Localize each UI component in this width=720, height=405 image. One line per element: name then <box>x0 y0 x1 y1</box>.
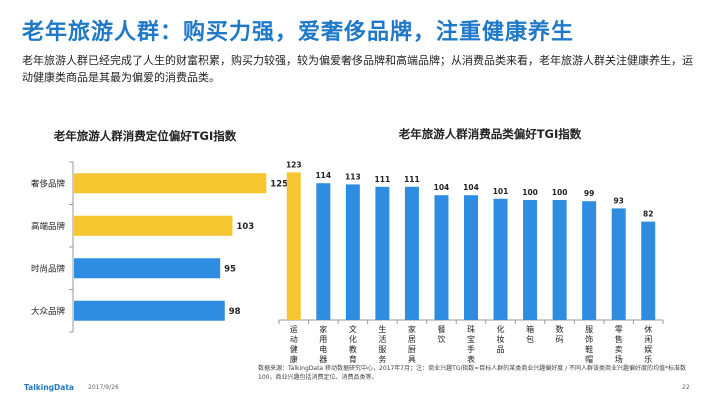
right-chart-category-label: 家用电器 <box>319 324 327 364</box>
right-chart-category-label: 休闲娱乐 <box>644 324 652 364</box>
right-chart-value-label: 100 <box>552 188 568 197</box>
right-chart-bar <box>434 195 449 320</box>
right-chart-category-label: 化妆品 <box>497 324 505 354</box>
right-chart-category-label: 零售卖场 <box>615 325 623 364</box>
right-chart-category-label: 箱包 <box>526 324 534 344</box>
footer-date: 2017/9/26 <box>88 384 119 391</box>
page-number: 22 <box>682 384 690 391</box>
right-chart-category-label: 运动健康 <box>290 325 298 364</box>
left-chart-bar <box>74 215 233 236</box>
left-chart-category-label: 时尚品牌 <box>31 263 66 274</box>
left-chart-category-label: 奢侈品牌 <box>31 178 66 189</box>
left-chart-bar <box>74 300 225 321</box>
right-chart-value-label: 99 <box>584 189 594 198</box>
right-chart-value-label: 82 <box>643 210 653 219</box>
right-chart-category-label: 生活服务 <box>378 324 386 364</box>
right-chart-value-label: 104 <box>434 183 450 192</box>
left-chart-bar <box>74 258 221 279</box>
right-chart-bar <box>582 201 597 320</box>
right-chart-category-label: 餐饮 <box>437 325 445 344</box>
right-chart-category-label: 家居厨具 <box>408 324 416 364</box>
page-description: 老年旅游人群已经完成了人生的财富积累，购买力较强，较为偏爱奢侈品牌和高端品牌；从… <box>22 54 693 84</box>
right-chart-value-label: 123 <box>286 160 302 169</box>
right-chart-bar <box>286 172 301 320</box>
data-source-note: 数据来源：TalkingData 移动数据研究中心，2017年7月；注：商业兴趣… <box>258 365 687 381</box>
brand-logo: TalkingData <box>24 383 74 392</box>
right-chart-value-label: 100 <box>522 188 538 197</box>
right-chart-category-label: 文化教育 <box>349 324 357 364</box>
right-chart-bar <box>375 186 390 320</box>
right-chart-bar <box>493 198 508 320</box>
left-chart-value-label: 103 <box>236 222 254 232</box>
right-chart-category-label: 服饰鞋帽 <box>585 325 593 364</box>
right-chart-value-label: 111 <box>375 175 391 184</box>
right-chart-bar <box>641 221 656 320</box>
right-chart-value-label: 101 <box>493 187 509 196</box>
page-title: 老年旅游人群：购买力强，爱奢侈品牌，注重健康养生 <box>22 20 575 45</box>
left-chart-title: 老年旅游人群消费定位偏好TGI指数 <box>53 129 237 143</box>
right-chart-bar <box>523 200 538 320</box>
right-chart-bar <box>316 183 331 320</box>
right-chart-value-label: 93 <box>613 196 623 205</box>
left-chart-category-label: 高端品牌 <box>31 221 66 232</box>
right-chart-value-label: 111 <box>404 175 420 184</box>
right-chart-value-label: 113 <box>345 172 361 181</box>
right-chart-bar <box>552 200 567 320</box>
left-chart-value-label: 98 <box>229 307 241 317</box>
right-chart-value-label: 114 <box>315 171 331 180</box>
left-chart-value-label: 95 <box>224 264 236 274</box>
right-chart-bar <box>345 184 360 320</box>
right-chart-category-label: 珠宝手表 <box>467 324 475 364</box>
left-chart-value-label: 125 <box>270 179 288 189</box>
right-chart-category-label: 数码 <box>556 324 564 344</box>
right-chart-bar <box>404 186 419 320</box>
left-chart-bar <box>74 173 267 194</box>
right-chart-bar <box>464 195 478 320</box>
right-chart-value-label: 104 <box>463 183 479 192</box>
right-chart-bar <box>611 208 626 320</box>
right-chart-title: 老年旅游人群消费品类偏好TGI指数 <box>398 127 582 141</box>
left-chart-category-label: 大众品牌 <box>31 306 66 317</box>
